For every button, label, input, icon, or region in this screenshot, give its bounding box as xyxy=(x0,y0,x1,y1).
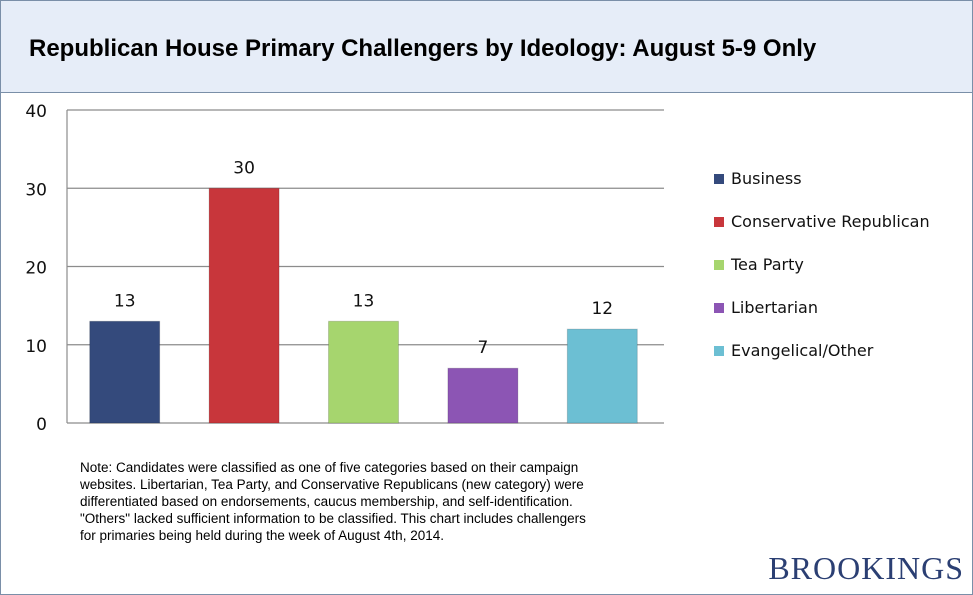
bar-tea-party xyxy=(328,320,399,424)
note-line: websites. Libertarian, Tea Party, and Co… xyxy=(80,477,584,492)
bar-chart: 0 10 20 30 40 13 30 13 7 12 xyxy=(25,102,664,435)
legend-item: Tea Party xyxy=(714,243,930,286)
legend-label: Libertarian xyxy=(731,298,818,317)
bar-evangelical-other xyxy=(566,328,638,424)
legend-label: Evangelical/Other xyxy=(731,341,874,360)
note-line: "Others" lacked sufficient information t… xyxy=(80,511,586,526)
data-label: 30 xyxy=(233,158,255,178)
chart-title: Republican House Primary Challengers by … xyxy=(29,35,817,62)
note-line: Note: Candidates were classified as one … xyxy=(80,460,579,475)
legend-swatch xyxy=(714,173,724,184)
legend-item: Libertarian xyxy=(714,286,930,329)
legend-label: Tea Party xyxy=(731,255,804,274)
legend-swatch xyxy=(714,302,724,313)
chart-header: Republican House Primary Challengers by … xyxy=(1,1,972,93)
bar-business xyxy=(89,320,161,424)
bar-libertarian xyxy=(447,367,519,424)
y-tick-label: 10 xyxy=(25,337,47,357)
bar-conservative-republican xyxy=(208,187,280,424)
data-label: 13 xyxy=(114,291,136,311)
y-tick-label: 20 xyxy=(25,259,47,279)
note-line: for primaries being held during the week… xyxy=(80,528,444,543)
data-label: 12 xyxy=(591,299,613,319)
legend-item: Evangelical/Other xyxy=(714,329,930,372)
legend-item: Business xyxy=(714,157,930,200)
chart-legend: Business Conservative Republican Tea Party… xyxy=(714,157,930,372)
brookings-logo: BROOKINGS xyxy=(768,550,964,586)
legend-swatch xyxy=(714,345,724,356)
legend-swatch xyxy=(714,259,724,270)
legend-label: Conservative Republican xyxy=(731,212,930,231)
chart-note: Note: Candidates were classified as one … xyxy=(80,459,720,544)
y-tick-label: 0 xyxy=(36,415,47,435)
y-tick-label: 30 xyxy=(25,180,47,200)
data-label: 7 xyxy=(477,338,488,358)
legend-label: Business xyxy=(731,169,802,188)
legend-swatch xyxy=(714,216,724,227)
data-label: 13 xyxy=(353,291,375,311)
note-line: differentiated based on endorsements, ca… xyxy=(80,494,573,509)
legend-item: Conservative Republican xyxy=(714,200,930,243)
y-tick-label: 40 xyxy=(25,102,47,122)
